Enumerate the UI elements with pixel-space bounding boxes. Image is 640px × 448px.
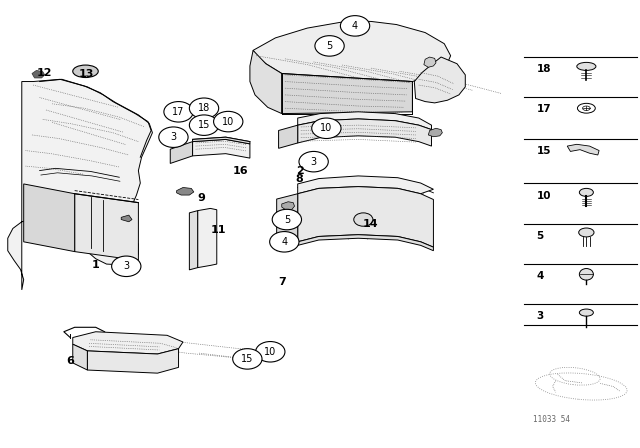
Polygon shape: [32, 70, 45, 78]
Text: 18: 18: [537, 64, 551, 74]
Text: 11: 11: [211, 225, 226, 235]
Text: 9: 9: [198, 193, 205, 203]
Text: 5: 5: [326, 41, 333, 51]
Text: 17: 17: [172, 107, 185, 117]
Text: 18: 18: [198, 103, 210, 113]
Polygon shape: [73, 344, 88, 370]
Polygon shape: [298, 119, 431, 146]
Text: 13: 13: [79, 69, 95, 78]
Circle shape: [299, 151, 328, 172]
Text: 6: 6: [67, 356, 74, 366]
Circle shape: [312, 118, 341, 138]
Text: 7: 7: [278, 277, 285, 287]
Text: 15: 15: [241, 354, 253, 364]
Text: 16: 16: [232, 166, 248, 176]
Text: 4: 4: [281, 237, 287, 247]
Text: 3: 3: [124, 261, 129, 271]
Text: 17: 17: [537, 104, 551, 114]
Circle shape: [111, 256, 141, 276]
Text: 4: 4: [352, 21, 358, 31]
Polygon shape: [298, 176, 433, 194]
Polygon shape: [298, 187, 433, 247]
Polygon shape: [276, 194, 298, 247]
Text: 15: 15: [537, 146, 551, 156]
Circle shape: [189, 115, 219, 135]
Polygon shape: [414, 57, 465, 103]
Text: 8: 8: [296, 174, 303, 185]
Text: 5: 5: [537, 231, 544, 241]
Circle shape: [159, 127, 188, 147]
Text: 10: 10: [264, 347, 276, 357]
Text: 11033 54: 11033 54: [534, 415, 570, 424]
Text: 15: 15: [198, 120, 210, 130]
Polygon shape: [250, 50, 282, 114]
Polygon shape: [73, 332, 183, 354]
Circle shape: [269, 232, 299, 252]
Polygon shape: [88, 349, 179, 373]
Polygon shape: [428, 128, 442, 137]
Circle shape: [354, 213, 373, 226]
Polygon shape: [253, 22, 451, 88]
Text: 14: 14: [363, 219, 379, 229]
Polygon shape: [298, 112, 431, 129]
Polygon shape: [189, 211, 198, 270]
Polygon shape: [278, 125, 298, 148]
Circle shape: [214, 112, 243, 132]
Circle shape: [315, 36, 344, 56]
Text: 5: 5: [284, 215, 290, 224]
Polygon shape: [276, 235, 433, 251]
Polygon shape: [567, 144, 599, 155]
Circle shape: [164, 102, 193, 122]
Text: 3: 3: [537, 311, 544, 321]
Polygon shape: [170, 142, 193, 164]
Text: 1: 1: [92, 260, 100, 270]
Text: 10: 10: [222, 116, 234, 127]
Circle shape: [189, 98, 219, 118]
Polygon shape: [193, 137, 250, 144]
Text: 10: 10: [320, 123, 333, 133]
Polygon shape: [198, 208, 217, 267]
Polygon shape: [24, 184, 75, 252]
Polygon shape: [177, 188, 194, 195]
Text: 2: 2: [296, 167, 303, 177]
Circle shape: [233, 349, 262, 369]
Text: 3: 3: [310, 157, 317, 167]
Polygon shape: [193, 139, 250, 158]
Polygon shape: [282, 73, 412, 114]
Text: 10: 10: [537, 191, 551, 201]
Polygon shape: [8, 79, 152, 290]
Ellipse shape: [579, 228, 594, 237]
Ellipse shape: [577, 103, 595, 113]
Polygon shape: [121, 215, 132, 222]
Ellipse shape: [579, 268, 593, 280]
Polygon shape: [282, 202, 294, 210]
Ellipse shape: [579, 188, 593, 196]
Circle shape: [340, 16, 370, 36]
Polygon shape: [424, 57, 436, 67]
Ellipse shape: [73, 65, 99, 78]
Ellipse shape: [582, 106, 590, 111]
Circle shape: [272, 209, 301, 230]
Text: 4: 4: [537, 271, 544, 281]
Text: 12: 12: [37, 68, 52, 78]
Circle shape: [255, 341, 285, 362]
Ellipse shape: [579, 309, 593, 316]
Text: 3: 3: [170, 132, 177, 142]
Ellipse shape: [577, 62, 596, 70]
Polygon shape: [75, 194, 138, 260]
